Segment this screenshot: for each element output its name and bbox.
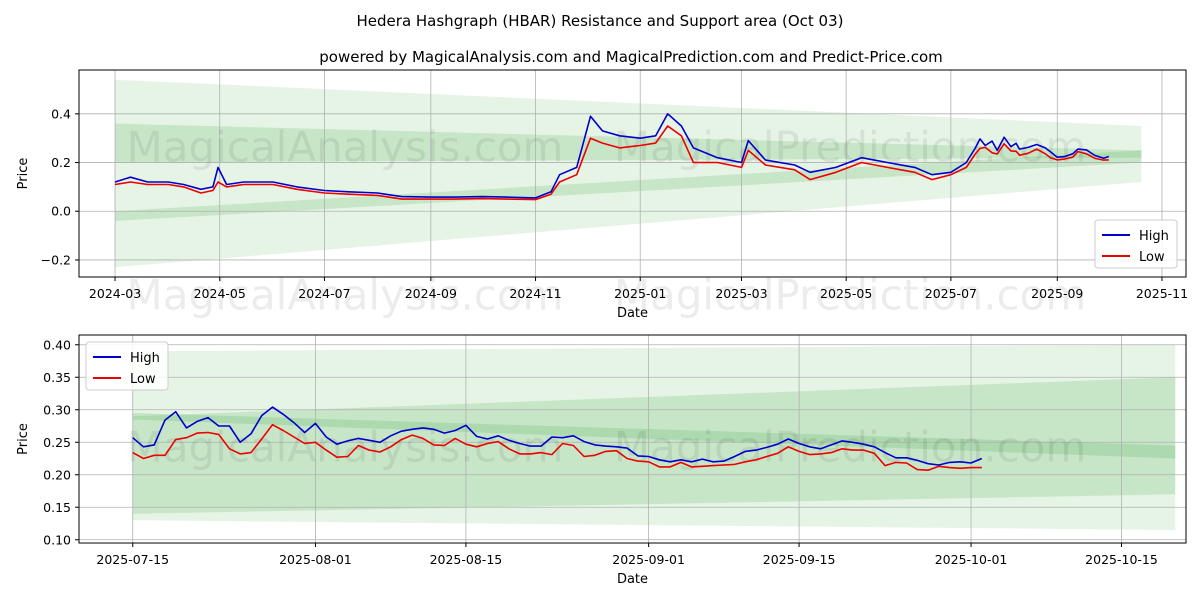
x-tick-label: 2025-07-15 (96, 552, 169, 567)
plot-frame (78, 334, 1187, 544)
legend-label-high: High (1139, 229, 1169, 244)
chart-title: Hedera Hashgraph (HBAR) Resistance and S… (357, 12, 844, 30)
y-tick-label: 0.4 (51, 106, 71, 121)
legend-label-low: Low (130, 372, 156, 387)
bottom-chart-panel: MagicalAnalysis.com MagicalPrediction.com… (16, 334, 1187, 587)
x-tick-label: 2025-09 (1031, 286, 1083, 301)
y-axis-label: Price (16, 423, 31, 455)
series-line-high (132, 406, 983, 466)
support-resistance-bands (132, 344, 1176, 530)
y-tick-label: 0.15 (43, 500, 71, 515)
x-tick-label: 2025-07 (925, 286, 977, 301)
x-tick-label: 2024-03 (89, 286, 141, 301)
x-tick-label: 2025-08-01 (279, 552, 352, 567)
y-tick-label: 0.35 (43, 370, 71, 385)
band-0 (132, 344, 1176, 530)
band-2 (132, 413, 1176, 459)
x-tick-label: 2024-09 (405, 286, 457, 301)
y-tick-label: 0.10 (43, 532, 71, 547)
x-tick-label: 2025-10-01 (935, 552, 1008, 567)
x-axis-label: Date (617, 306, 648, 321)
band-2 (115, 150, 1142, 221)
series-lines (114, 113, 1110, 201)
x-tick-label: 2025-09-01 (612, 552, 685, 567)
legend: High Low (1094, 219, 1178, 269)
x-tick-label: 2025-03 (715, 286, 767, 301)
y-tick-label: −0.2 (41, 252, 71, 267)
y-axis-label: Price (16, 158, 31, 190)
legend-label-high: High (130, 351, 160, 366)
band-0 (115, 79, 1142, 268)
y-tick-label: 0.20 (43, 467, 71, 482)
x-tick-label: 2024-11 (509, 286, 561, 301)
x-tick-label: 2025-05 (820, 286, 872, 301)
watermark: MagicalPrediction.com (614, 271, 1087, 320)
top-chart-panel: MagicalAnalysis.com MagicalPrediction.com… (16, 69, 1188, 321)
x-tick-label: 2024-07 (298, 286, 350, 301)
watermark: MagicalPrediction.com (614, 423, 1087, 472)
x-tick-label: 2025-10-15 (1085, 552, 1158, 567)
band-1 (132, 377, 1176, 514)
chart-subtitle: powered by MagicalAnalysis.com and Magic… (319, 48, 943, 66)
watermark: MagicalAnalysis.com (127, 123, 564, 172)
legend-box (85, 341, 169, 391)
x-axis-label: Date (617, 572, 648, 587)
x-tick-label: 2025-08-15 (430, 552, 503, 567)
x-tick-label: 2024-05 (194, 286, 246, 301)
y-tick-label: 0.30 (43, 402, 71, 417)
x-tick-label: 2025-01 (614, 286, 666, 301)
plot-frame (78, 69, 1187, 278)
x-tick-label: 2025-09-15 (763, 552, 836, 567)
watermark: MagicalAnalysis.com (127, 271, 564, 320)
grid (79, 335, 1186, 543)
y-tick-label: 0.40 (43, 337, 71, 352)
x-tick-label: 2025-11 (1136, 286, 1188, 301)
y-tick-label: 0.0 (51, 204, 71, 219)
legend-label-low: Low (1139, 250, 1165, 265)
y-tick-label: 0.25 (43, 435, 71, 450)
series-line-low (132, 423, 982, 472)
series-line-high (114, 113, 1110, 199)
band-1 (115, 123, 1142, 163)
watermark: MagicalPrediction.com (614, 123, 1087, 172)
grid (79, 70, 1186, 277)
support-resistance-bands (115, 79, 1142, 268)
legend: High Low (85, 341, 169, 391)
legend-box (1094, 219, 1178, 269)
series-lines (132, 406, 983, 472)
watermark: MagicalAnalysis.com (127, 423, 564, 472)
series-line-low (114, 125, 1109, 201)
y-tick-label: 0.2 (51, 155, 71, 170)
